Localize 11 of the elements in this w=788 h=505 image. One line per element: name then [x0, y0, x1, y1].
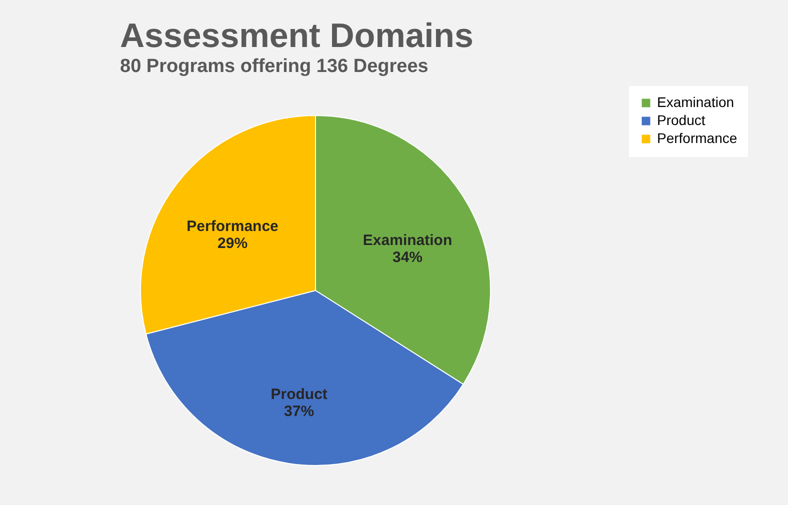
slice-label: Performance: [186, 218, 278, 236]
data-label: 34%: [392, 248, 423, 266]
legend-label: Product: [657, 112, 706, 128]
chart-subtitle: 80 Programs offering 136 Degrees: [120, 56, 428, 77]
data-label: 29%: [218, 235, 248, 252]
chart-title: Assessment Domains: [120, 17, 474, 55]
data-label: 37%: [284, 403, 314, 420]
slice-label: Examination: [362, 232, 452, 249]
legend-label: Performance: [657, 130, 738, 146]
slice-label: Product: [270, 386, 328, 404]
legend-label: Examination: [657, 94, 734, 110]
